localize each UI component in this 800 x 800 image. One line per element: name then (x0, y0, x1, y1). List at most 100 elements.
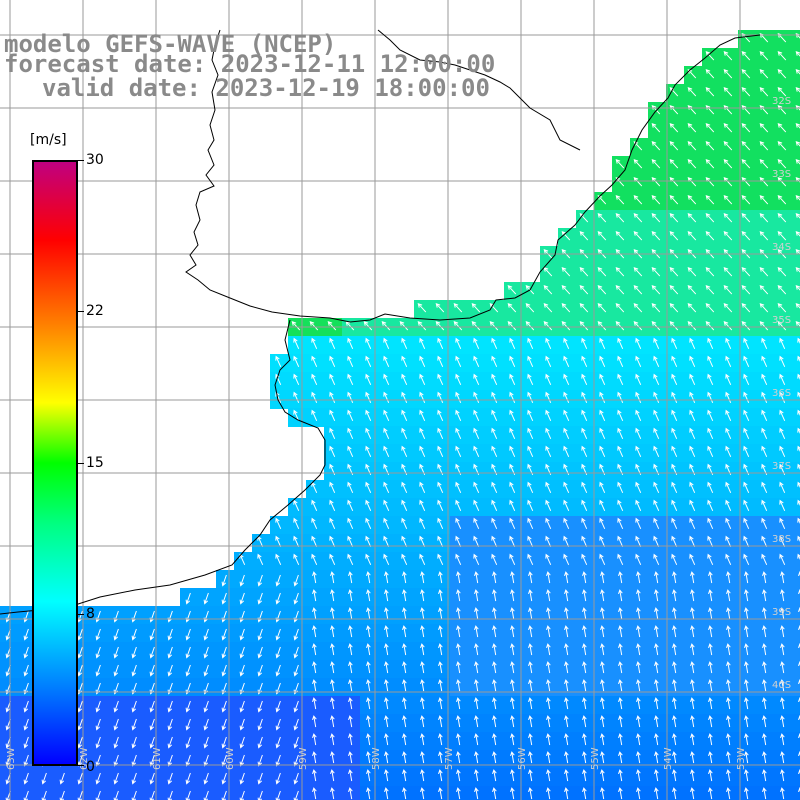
wind-arrow (312, 751, 317, 764)
wind-arrow (797, 481, 800, 489)
ocean-cell (540, 786, 559, 800)
wind-arrow (293, 736, 299, 749)
wind-arrow (293, 337, 300, 350)
wind-arrow (23, 664, 29, 677)
wind-arrow (759, 87, 769, 97)
wind-arrow (687, 267, 697, 277)
wind-arrow (203, 664, 209, 677)
wind-arrow (311, 409, 318, 422)
wind-arrow (705, 69, 715, 79)
ocean-cell (144, 660, 163, 679)
wind-arrow (618, 589, 623, 602)
ocean-cell (144, 750, 163, 769)
wind-arrow (257, 772, 263, 785)
wind-arrow (401, 499, 408, 512)
wind-arrow (257, 628, 263, 641)
wind-arrow (399, 321, 409, 331)
wind-arrow (651, 195, 661, 205)
ocean-cell (270, 696, 289, 715)
wind-arrow (239, 754, 245, 767)
wind-arrow (257, 574, 263, 587)
wind-arrow (582, 607, 587, 620)
wind-arrow (762, 625, 767, 638)
wind-arrow (564, 679, 569, 692)
wind-arrow (671, 409, 678, 422)
wind-arrow (363, 321, 373, 331)
wind-arrow (113, 628, 119, 641)
ocean-cell (216, 696, 235, 715)
wind-arrow (707, 481, 714, 494)
wind-arrow (723, 87, 733, 97)
wind-arrow (546, 589, 551, 602)
ocean-cell (270, 750, 289, 769)
wind-arrow (635, 535, 642, 548)
wind-arrow (149, 646, 155, 659)
ocean-cell (252, 678, 271, 697)
wind-arrow (777, 141, 787, 151)
wind-arrow (705, 159, 715, 169)
wind-arrow (167, 754, 173, 767)
wind-arrow (383, 517, 390, 530)
wind-arrow (509, 337, 516, 350)
ocean-cell (90, 768, 109, 787)
wind-arrow (77, 628, 83, 641)
wind-arrow (185, 592, 191, 605)
ocean-cell (792, 156, 800, 175)
wind-arrow (455, 445, 462, 458)
wind-arrow (293, 664, 299, 677)
wind-arrow (474, 751, 479, 764)
wind-arrow (705, 177, 715, 187)
wind-arrow (687, 87, 697, 97)
wind-arrow (564, 769, 569, 782)
wind-arrow (438, 769, 443, 782)
wind-arrows (5, 33, 800, 800)
wind-arrow (384, 697, 389, 710)
wind-arrow (510, 661, 515, 674)
ocean-cell (702, 786, 721, 800)
wind-arrow (687, 195, 697, 205)
ocean-cell (90, 678, 109, 697)
wind-arrow (654, 625, 659, 638)
ocean-cell (90, 624, 109, 643)
latitude-label: 34S (772, 242, 791, 253)
wind-arrow (473, 373, 480, 386)
wind-arrow (759, 285, 769, 295)
wind-arrow (671, 355, 678, 368)
wind-arrow (600, 733, 605, 746)
wind-arrow (275, 592, 281, 605)
ocean-cell (180, 732, 199, 751)
wind-arrow (564, 607, 569, 620)
wind-arrow (23, 754, 29, 767)
wind-arrow (528, 697, 533, 710)
wind-arrow (672, 769, 677, 782)
wind-arrow (257, 553, 264, 566)
wind-arrow (744, 643, 749, 656)
ocean-cell (792, 192, 800, 211)
ocean-cell (180, 624, 199, 643)
wind-arrow (492, 769, 497, 782)
wind-arrow (671, 427, 678, 440)
wind-arrow (492, 733, 497, 746)
wind-arrow (725, 499, 732, 512)
wind-arrow (491, 535, 498, 548)
wind-arrow (725, 553, 732, 566)
wind-arrow (636, 679, 641, 692)
wind-arrow (330, 751, 335, 764)
wind-arrow (581, 427, 588, 440)
latitude-label: 39S (772, 607, 791, 618)
wind-arrow (579, 285, 589, 295)
ocean-cell (756, 786, 775, 800)
wind-arrow (797, 517, 800, 525)
ocean-cell (90, 660, 109, 679)
wind-arrow (365, 517, 372, 530)
wind-arrow (23, 772, 29, 785)
wind-arrow (689, 391, 696, 404)
wind-arrow (491, 337, 498, 350)
wind-arrow (492, 679, 497, 692)
wind-arrow (293, 574, 299, 587)
ocean-cell (792, 606, 800, 625)
wind-arrow (455, 517, 462, 530)
wind-arrow (741, 195, 751, 205)
wind-arrow (473, 337, 480, 350)
wind-arrow (491, 373, 498, 386)
